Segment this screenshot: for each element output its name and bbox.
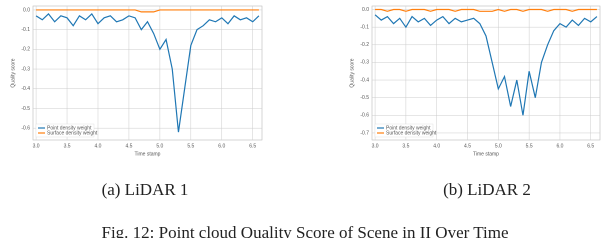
y-tick-label: -0.6 bbox=[360, 113, 369, 119]
subcaption: (b) LiDAR 2 bbox=[443, 180, 531, 199]
series-line bbox=[374, 14, 598, 116]
legend-label: Point density weight bbox=[47, 125, 92, 131]
subcaption: (a) LiDAR 1 bbox=[102, 180, 189, 199]
x-tick-label: 5.5 bbox=[187, 143, 194, 149]
legend-label: Surface density weight bbox=[386, 130, 437, 136]
y-tick-label: -0.5 bbox=[360, 95, 369, 101]
x-tick-label: 6.0 bbox=[218, 143, 225, 149]
y-tick-label: -0.7 bbox=[360, 130, 369, 136]
x-tick-label: 5.5 bbox=[526, 143, 533, 149]
x-tick-label: 3.0 bbox=[372, 143, 379, 149]
legend-box bbox=[374, 123, 434, 138]
x-tick-label: 6.5 bbox=[249, 143, 256, 149]
series-line bbox=[35, 12, 260, 133]
x-tick-label: 3.5 bbox=[402, 143, 409, 149]
y-tick-label: -0.5 bbox=[21, 106, 30, 112]
y-tick-label: -0.3 bbox=[21, 66, 30, 72]
x-tick-label: 4.0 bbox=[433, 143, 440, 149]
plot-area bbox=[32, 5, 263, 141]
x-tick-label: 3.0 bbox=[33, 143, 40, 149]
legend-label: Point density weight bbox=[386, 125, 431, 131]
y-tick-label: -0.2 bbox=[21, 47, 30, 53]
x-tick-label: 3.5 bbox=[64, 143, 71, 149]
y-tick-label: 0.0 bbox=[23, 7, 30, 13]
legend-box bbox=[35, 123, 95, 138]
x-tick-label: 6.0 bbox=[556, 143, 563, 149]
x-tick-label: 5.0 bbox=[495, 143, 502, 149]
x-tick-label: 6.5 bbox=[587, 143, 594, 149]
x-tick-label: 5.0 bbox=[156, 143, 163, 149]
y-tick-label: -0.4 bbox=[360, 77, 369, 83]
series-line bbox=[375, 8, 597, 12]
y-tick-label: -0.3 bbox=[360, 60, 369, 66]
legend-label: Surface density weight bbox=[47, 130, 98, 136]
y-axis-label: Quality score bbox=[349, 58, 355, 87]
y-axis-label: Quality score bbox=[10, 58, 16, 87]
y-tick-label: 0.0 bbox=[362, 7, 369, 13]
x-axis-label: Time stamp bbox=[135, 151, 161, 157]
series-line bbox=[36, 9, 259, 13]
x-axis-label: Time stamp bbox=[473, 151, 499, 157]
y-tick-label: -0.6 bbox=[21, 126, 30, 132]
plot-area bbox=[371, 5, 601, 141]
x-tick-label: 4.5 bbox=[125, 143, 132, 149]
y-tick-label: -0.4 bbox=[21, 86, 30, 92]
x-tick-label: 4.5 bbox=[464, 143, 471, 149]
x-tick-label: 4.0 bbox=[95, 143, 102, 149]
y-tick-label: -0.1 bbox=[360, 24, 369, 30]
figure-caption: Fig. 12: Point cloud Quality Score of Sc… bbox=[101, 223, 508, 238]
y-tick-label: -0.2 bbox=[360, 42, 369, 48]
y-tick-label: -0.1 bbox=[21, 27, 30, 33]
